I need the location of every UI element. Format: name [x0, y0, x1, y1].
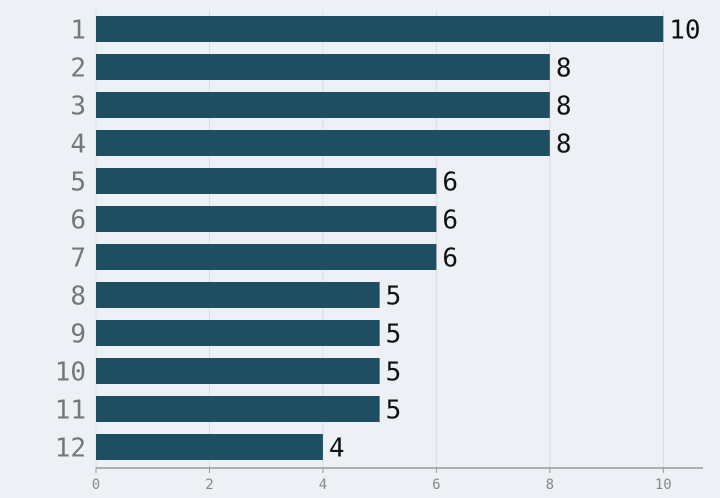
bar: [96, 130, 550, 156]
value-label: 6: [442, 168, 458, 198]
bar: [96, 168, 437, 194]
bar: [96, 92, 550, 118]
y-tick-label: 3: [70, 92, 86, 122]
y-tick-label: 1: [70, 16, 86, 46]
y-tick-label: 9: [70, 320, 86, 350]
x-tick-label: 2: [205, 477, 213, 493]
bar: [96, 244, 437, 270]
value-label: 5: [386, 358, 402, 388]
x-tick-label: 10: [655, 477, 672, 493]
bar: [96, 282, 380, 308]
y-tick-label: 10: [55, 358, 86, 388]
x-tick-label: 6: [432, 477, 440, 493]
value-label: 8: [556, 130, 572, 160]
y-tick-label: 2: [70, 54, 86, 84]
value-label: 4: [329, 434, 345, 464]
value-label: 10: [669, 16, 700, 46]
y-tick-label: 11: [55, 396, 86, 426]
value-label: 5: [386, 282, 402, 312]
bar: [96, 320, 380, 346]
bar: [96, 434, 323, 460]
y-tick-label: 8: [70, 282, 86, 312]
y-tick-label: 12: [55, 434, 86, 464]
bar: [96, 206, 437, 232]
x-tick-label: 8: [546, 477, 554, 493]
value-label: 5: [386, 320, 402, 350]
x-tick-label: 4: [319, 477, 327, 493]
value-label: 8: [556, 54, 572, 84]
value-label: 5: [386, 396, 402, 426]
y-tick-label: 6: [70, 206, 86, 236]
y-tick-label: 4: [70, 130, 86, 160]
x-tick-label: 0: [92, 477, 100, 493]
value-label: 8: [556, 92, 572, 122]
value-label: 6: [442, 244, 458, 274]
y-tick-label: 7: [70, 244, 86, 274]
value-label: 6: [442, 206, 458, 236]
bar: [96, 54, 550, 80]
bar: [96, 396, 380, 422]
bar: [96, 358, 380, 384]
bar: [96, 16, 664, 42]
y-tick-label: 5: [70, 168, 86, 198]
